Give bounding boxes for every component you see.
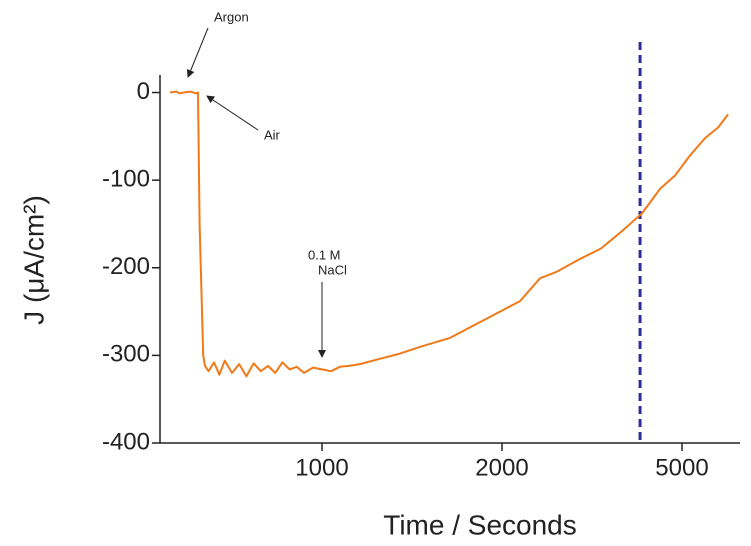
- x-tick-label: 2000: [475, 454, 528, 481]
- annotation: 0.1 M: [308, 247, 341, 262]
- y-tick-label: -300: [102, 341, 150, 368]
- y-axis-label: J (μA/cm²): [18, 195, 49, 325]
- arrow: [186, 27, 209, 78]
- x-axis-label: Time / Seconds: [383, 509, 576, 540]
- y-tick-label: 0: [137, 78, 150, 105]
- x-tick-label: 5000: [655, 454, 708, 481]
- y-tick-label: -200: [102, 253, 150, 280]
- arrow: [206, 95, 259, 131]
- annotation: Air: [264, 127, 281, 142]
- annotation: Argon: [214, 9, 249, 24]
- x-tick-label: 1000: [295, 454, 348, 481]
- y-tick-label: -400: [102, 428, 150, 455]
- annotation: NaCl: [318, 262, 347, 277]
- y-tick-label: -100: [102, 165, 150, 192]
- data-line: [169, 90, 729, 378]
